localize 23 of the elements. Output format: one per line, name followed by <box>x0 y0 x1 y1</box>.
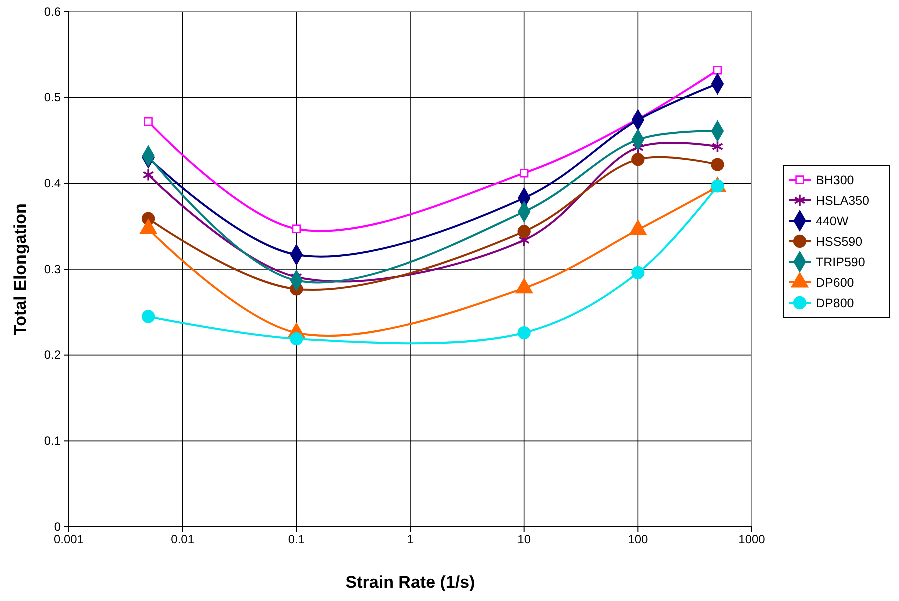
y-tick-label: 0.1 <box>44 434 62 448</box>
x-tick-label: 0.001 <box>54 532 84 547</box>
legend-label: DP800 <box>816 296 854 310</box>
x-tick-label: 0.1 <box>288 532 306 547</box>
y-tick-label: 0.2 <box>44 348 62 362</box>
legend-label: DP600 <box>816 276 854 290</box>
legend-label: HSLA350 <box>816 194 870 208</box>
legend-label: HSS590 <box>816 235 863 249</box>
legend-label: 440W <box>816 214 849 228</box>
x-tick-label: 0.01 <box>171 532 195 547</box>
y-tick-label: 0.5 <box>44 90 62 105</box>
legend-label: TRIP590 <box>816 256 866 270</box>
y-tick-label: 0.3 <box>44 262 62 276</box>
x-tick-label: 100 <box>628 532 648 547</box>
y-tick-label: 0.4 <box>44 176 62 191</box>
y-tick-label: 0.6 <box>44 4 62 19</box>
y-tick-label: 0 <box>54 520 62 534</box>
x-tick-label: 1 <box>407 532 414 547</box>
x-tick-label: 10 <box>518 532 532 547</box>
x-tick-label: 1000 <box>738 532 766 547</box>
y-axis-title: Total Elongation <box>11 204 30 336</box>
legend-label: BH300 <box>816 174 854 188</box>
x-axis-title: Strain Rate (1/s) <box>346 573 476 592</box>
